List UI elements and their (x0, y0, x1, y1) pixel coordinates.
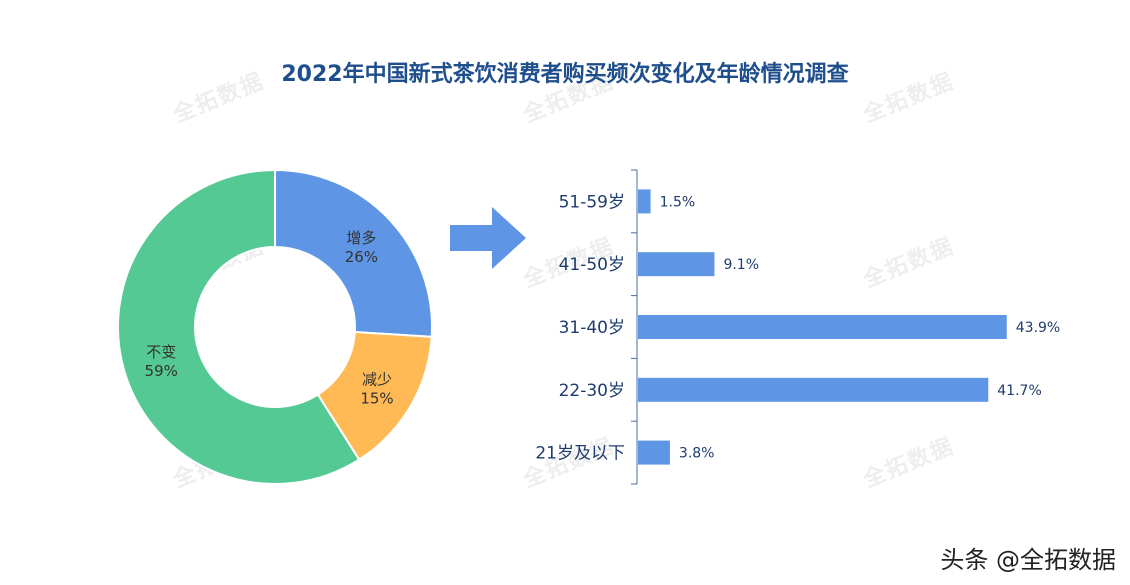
bar (638, 377, 989, 402)
chart-title: 2022年中国新式茶饮消费者购买频次变化及年龄情况调查 (281, 62, 849, 87)
y-tick-label: 21岁及以下 (535, 444, 625, 464)
donut-slice (117, 168, 361, 485)
bar-value-label: 43.9% (1016, 320, 1060, 336)
slice-value-label: 59% (145, 362, 178, 380)
y-tick-label: 41-50岁 (559, 255, 625, 275)
right-arrow-icon (450, 207, 526, 269)
slice-label: 不变 (146, 343, 176, 361)
slice-label: 减少 (362, 370, 392, 388)
bar-value-label: 9.1% (723, 257, 759, 273)
y-tick-label: 31-40岁 (559, 318, 625, 338)
donut-slice (274, 168, 433, 338)
bar-value-label: 3.8% (679, 446, 715, 462)
bar (638, 315, 1007, 339)
slice-value-label: 26% (345, 248, 378, 266)
source-credit: 头条 @全拓数据 (940, 546, 1116, 574)
bar (638, 440, 670, 465)
slice-value-label: 15% (360, 389, 393, 407)
slice-label: 增多 (346, 229, 376, 247)
bar-value-label: 41.7% (997, 383, 1041, 399)
y-tick-label: 51-59岁 (559, 192, 625, 212)
bar-value-label: 1.5% (660, 194, 696, 210)
y-tick-label: 22-30岁 (559, 381, 625, 401)
bar (638, 189, 651, 214)
bar (638, 252, 715, 277)
